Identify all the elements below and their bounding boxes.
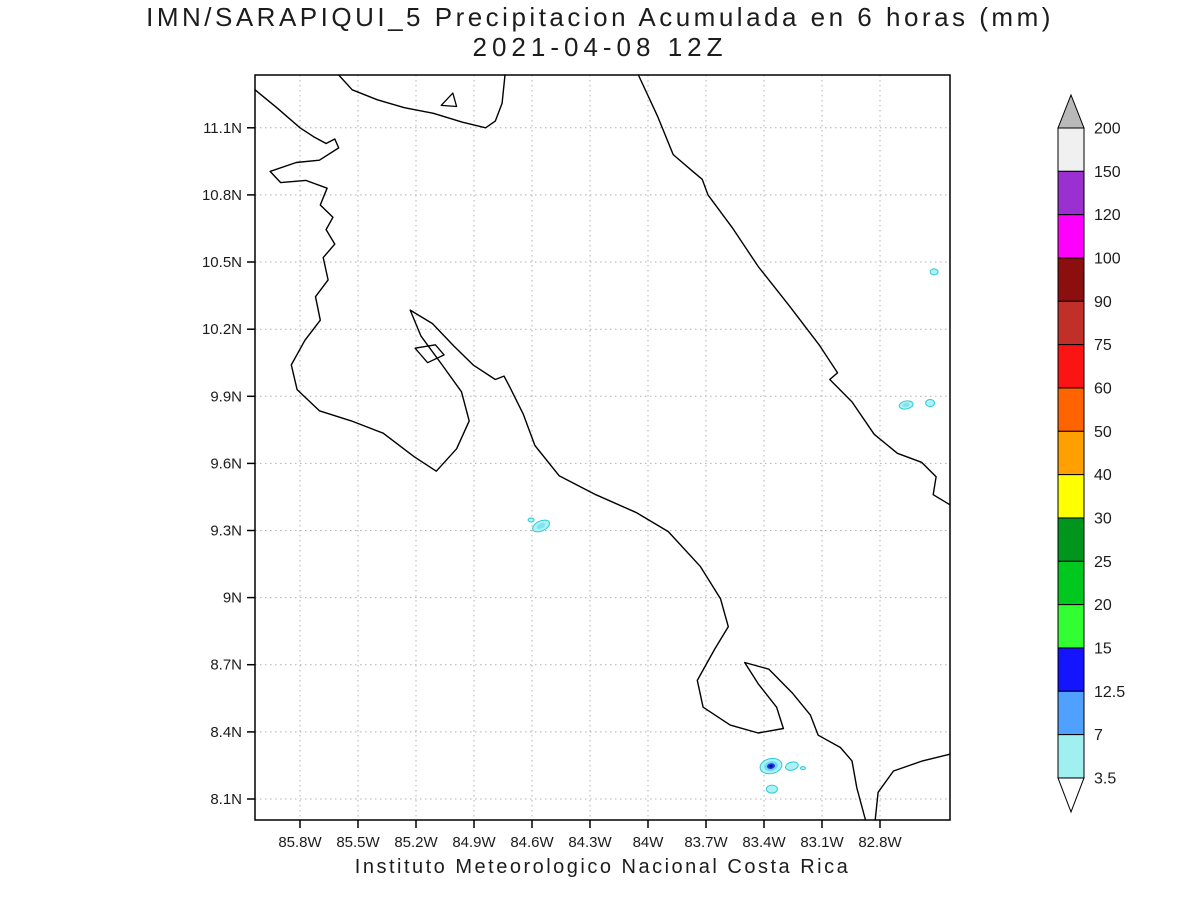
colorbar-band (1057, 300, 1085, 346)
coastline (254, 89, 867, 821)
colorbar-band (1057, 214, 1085, 259)
lat-tick-label: 11.1N (203, 120, 242, 137)
coastline (874, 753, 951, 821)
lon-tick-label: 85.5W (336, 834, 380, 851)
plot-title-line1: IMN/SARAPIQUI_5 Precipitacion Acumulada … (146, 2, 1054, 32)
lon-tick-label: 83.1W (800, 834, 844, 851)
lat-tick-label: 10.8N (202, 187, 242, 204)
precip-contour (765, 784, 778, 794)
colorbar-label: 200 (1094, 121, 1121, 138)
colorbar-arrow-bottom (1057, 777, 1085, 814)
lat-tick-label: 9.9N (210, 388, 242, 405)
lon-tick-label: 82.8W (858, 834, 902, 851)
lat-tick-label: 8.1N (210, 791, 242, 808)
precip-contour (527, 517, 535, 523)
precip-contour (536, 523, 546, 529)
colorbar-label: 12.5 (1094, 684, 1125, 701)
lat-tick-label: 8.7N (210, 657, 242, 674)
island-outline (414, 344, 445, 364)
colorbar-band (1057, 430, 1085, 476)
colorbar-band (1057, 257, 1085, 302)
colorbar-band (1057, 604, 1085, 649)
colorbar-label: 3.5 (1094, 770, 1116, 787)
colorbar-band (1057, 387, 1085, 432)
colorbar-arrow-top (1057, 93, 1085, 129)
precip-spot (898, 400, 914, 410)
lon-tick-label: 84.6W (510, 834, 554, 851)
colorbar-band (1057, 517, 1085, 562)
precip-contour (785, 761, 799, 771)
precip-spot (929, 268, 939, 276)
colorbar-label: 20 (1094, 597, 1112, 614)
colorbar-label: 60 (1094, 380, 1112, 397)
colorbar-label: 90 (1094, 294, 1112, 311)
coastline (637, 74, 951, 506)
precip-spot (527, 517, 535, 523)
colorbar-band (1057, 344, 1085, 389)
colorbar-band (1057, 647, 1085, 692)
precip-spot (785, 761, 799, 771)
precip-contour (799, 766, 806, 771)
colorbar-label: 25 (1094, 554, 1112, 571)
precip-spot (925, 399, 936, 407)
lat-tick-label: 10.2N (202, 321, 242, 338)
lon-tick-label: 85.8W (278, 834, 322, 851)
precip-contour (902, 402, 910, 408)
island-outline (440, 92, 458, 108)
lat-tick-label: 9.6N (210, 455, 242, 472)
colorbar-label: 30 (1094, 510, 1112, 527)
colorbar-band (1057, 734, 1085, 779)
precip-spot (799, 766, 806, 771)
colorbar-band (1057, 560, 1085, 606)
colorbar-label: 150 (1094, 164, 1121, 181)
colorbar-band (1057, 127, 1085, 172)
precip-contour (929, 268, 939, 276)
colorbar-label: 40 (1094, 467, 1112, 484)
colorbar-label: 120 (1094, 207, 1121, 224)
plot-title: IMN/SARAPIQUI_5 Precipitacion Acumulada … (0, 2, 1200, 62)
plot-title-datetime: 2021-04-08 12Z (472, 32, 728, 62)
precip-contour (769, 764, 773, 768)
footer-caption: Instituto Meteorologico Nacional Costa R… (354, 856, 851, 878)
colorbar-label: 100 (1094, 250, 1121, 267)
colorbar-label: 15 (1094, 640, 1112, 657)
lon-tick-label: 84.9W (452, 834, 496, 851)
colorbar-band (1057, 690, 1085, 736)
colorbar-label: 50 (1094, 424, 1112, 441)
coastline (338, 74, 506, 129)
lat-tick-label: 10.5N (202, 254, 242, 271)
colorbar-label: 75 (1094, 337, 1112, 354)
colorbar-band (1057, 170, 1085, 216)
lat-tick-label: 8.4N (210, 724, 242, 741)
lat-tick-label: 9.3N (210, 523, 242, 540)
precip-spot (532, 519, 551, 533)
lat-tick-label: 9N (223, 590, 242, 607)
map-frame (254, 74, 951, 821)
colorbar-band (1057, 474, 1085, 519)
lon-tick-label: 84W (633, 834, 665, 851)
precip-spot (765, 784, 778, 794)
lon-tick-label: 83.7W (684, 834, 728, 851)
lon-tick-label: 84.3W (568, 834, 612, 851)
precip-spot (759, 757, 783, 775)
lon-tick-label: 83.4W (742, 834, 786, 851)
colorbar-label: 7 (1094, 727, 1103, 744)
precip-contour (925, 399, 936, 407)
lon-tick-label: 85.2W (394, 834, 438, 851)
